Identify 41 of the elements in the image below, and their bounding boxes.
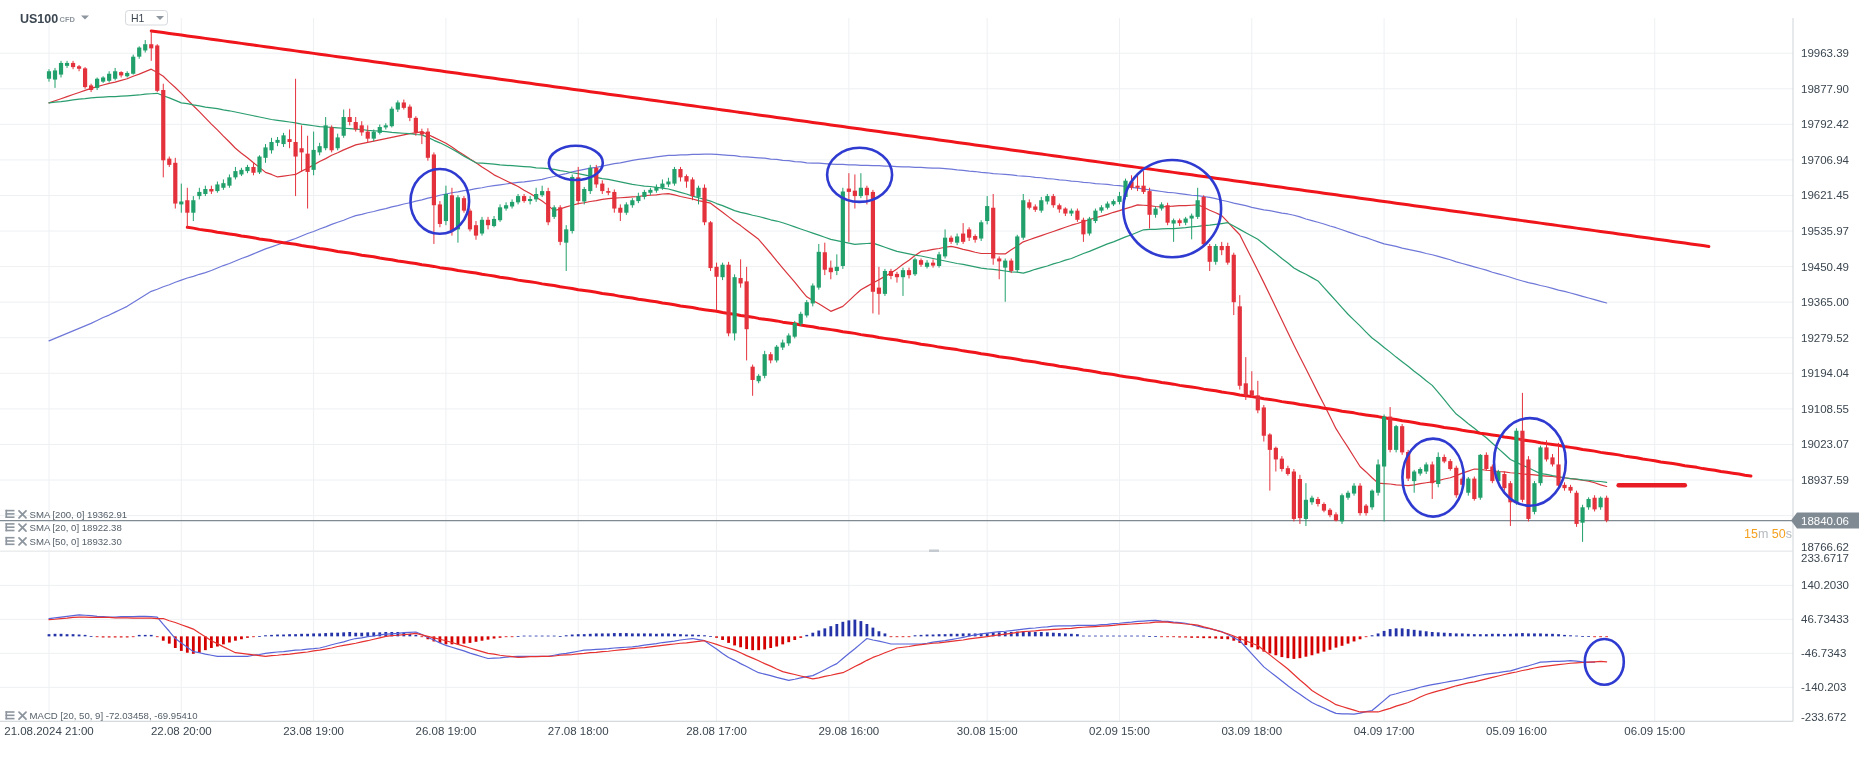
x-tick-label: 30.08 15:00 [956, 724, 1018, 737]
y-tick-label: 19023.07 [1801, 438, 1849, 451]
chart-title: US100 [20, 11, 59, 26]
x-tick-label: 22.08 20:00 [150, 724, 212, 737]
x-tick-label: 02.09 15:00 [1089, 724, 1150, 737]
y-tick-label: 19194.04 [1801, 367, 1850, 380]
y-tick-label: 19706.94 [1801, 153, 1850, 166]
y-tick-label: 233.6717 [1801, 551, 1849, 564]
x-tick-label: 28.08 17:00 [686, 724, 747, 737]
y-tick-label: 19365.00 [1801, 296, 1849, 309]
x-tick-label: 06.09 15:00 [1624, 724, 1686, 737]
y-tick-label: -46.7343 [1801, 647, 1847, 660]
y-tick-label: 19877.90 [1801, 82, 1849, 95]
x-tick-label: 29.08 16:00 [818, 724, 880, 737]
y-tick-label: 19279.52 [1801, 331, 1849, 344]
ref-line-label: 18840.06 [1801, 514, 1849, 527]
y-tick-label: 18937.59 [1801, 474, 1849, 487]
y-tick-label: 18766.62 [1801, 540, 1849, 553]
x-tick-label: 27.08 18:00 [547, 724, 609, 737]
y-tick-label: -233.672 [1801, 710, 1847, 723]
x-tick-label: 21.08.2024 21:00 [4, 724, 94, 737]
annotation: SMA [20, 0] 18922.38 [29, 522, 122, 533]
y-tick-label: 19108.55 [1801, 402, 1849, 415]
y-tick-label: 19792.42 [1801, 118, 1849, 131]
y-tick-label: -140.203 [1801, 681, 1847, 694]
x-tick-label: 04.09 17:00 [1353, 724, 1415, 737]
y-tick-label: 19535.97 [1801, 225, 1849, 238]
annotation: 15m 50s [1744, 527, 1792, 541]
y-tick-label: 19621.45 [1801, 189, 1849, 202]
x-tick-label: 05.09 16:00 [1486, 724, 1547, 737]
annotation: SMA [200, 0] 19362.91 [29, 508, 128, 520]
y-tick-label: 19450.49 [1801, 260, 1849, 273]
annotation: SMA [50, 0] 18932.30 [29, 535, 122, 547]
x-tick-label: 23.08 19:00 [283, 724, 344, 737]
x-tick-label: 03.09 18:00 [1221, 724, 1283, 737]
annotation: MACD [20, 50, 9] -72.03458, -69.95410 [29, 710, 198, 722]
annotation: H1 [131, 11, 145, 24]
x-tick-label: 26.08 19:00 [415, 724, 477, 737]
y-tick-label: 140.2030 [1801, 579, 1849, 592]
y-tick-label: 19963.39 [1801, 47, 1849, 60]
y-tick-label: 46.73433 [1801, 613, 1849, 626]
